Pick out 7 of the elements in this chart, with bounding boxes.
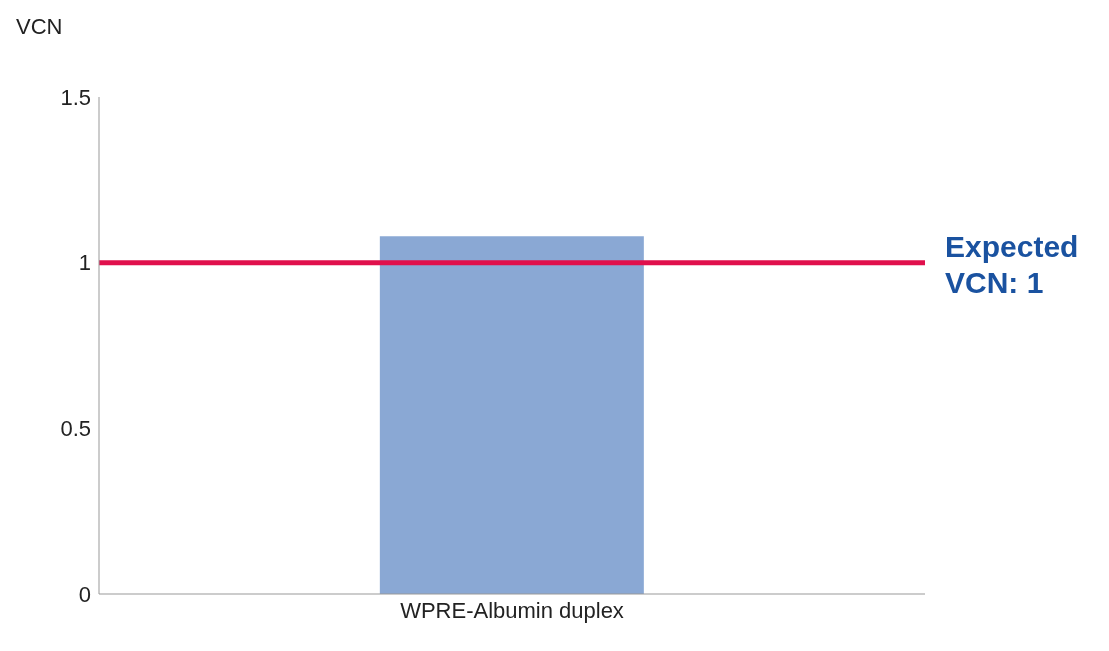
y-tick-label: 0: [78, 581, 91, 607]
y-axis-title: VCN: [16, 14, 63, 40]
y-tick-label: 1: [78, 250, 91, 276]
y-tick-label: 1.5: [60, 84, 91, 110]
y-tick-label: 0.5: [60, 416, 91, 442]
x-tick-label: WPRE-Albumin duplex: [400, 597, 624, 623]
ref-line-label: Expected VCN: 1: [945, 229, 1079, 299]
